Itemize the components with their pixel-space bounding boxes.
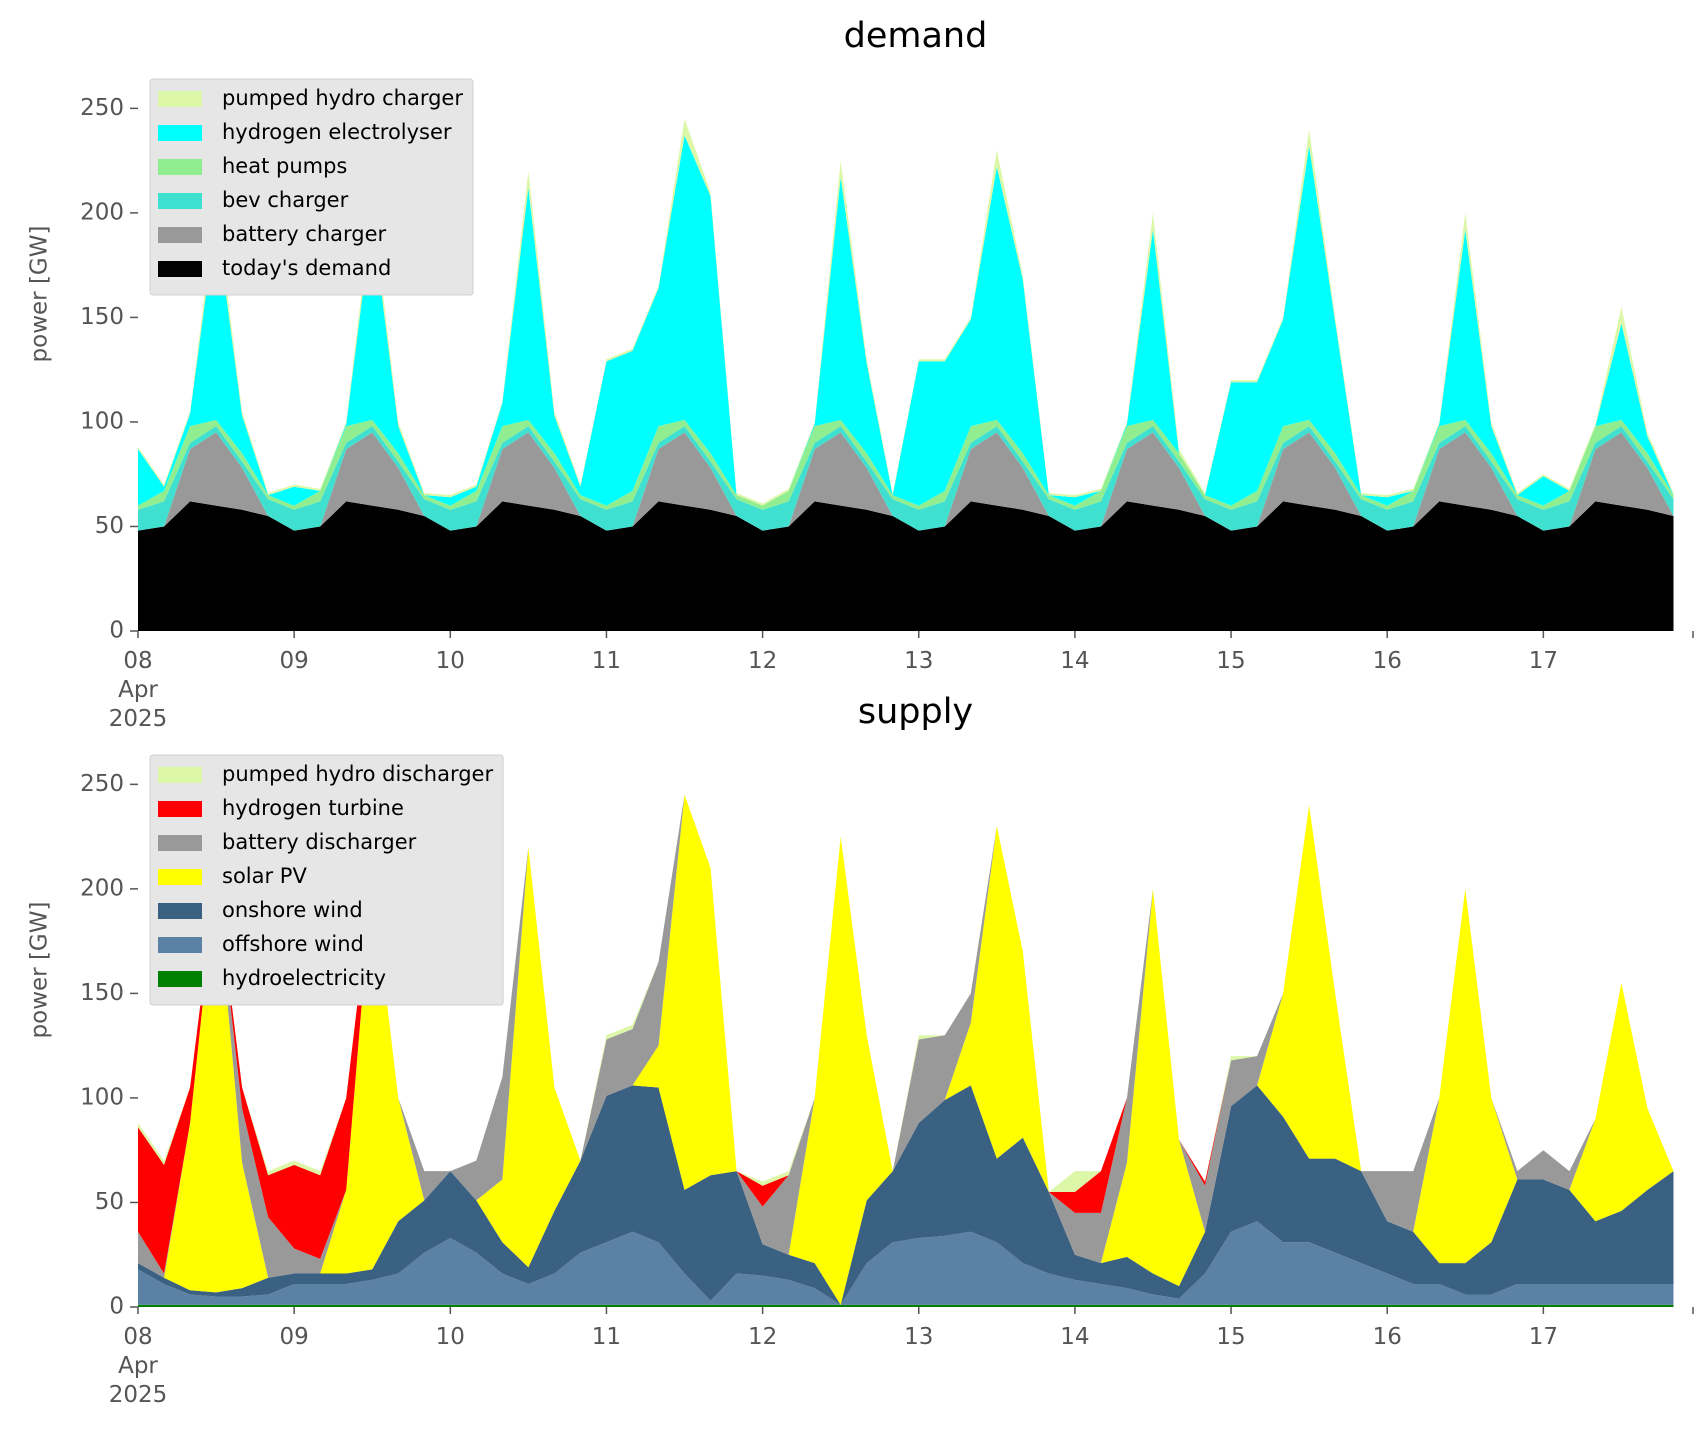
y-tick-label: 100	[80, 1084, 124, 1110]
x-tick-label: 12	[748, 1324, 777, 1350]
legend-box	[149, 754, 504, 1006]
legend-swatch	[158, 227, 202, 243]
legend-swatch	[158, 767, 202, 783]
x-tick-label: 09	[280, 1324, 309, 1350]
area	[138, 432, 1674, 531]
x-tick-label: 14	[1060, 1324, 1089, 1350]
x-tick-label: 16	[1373, 648, 1402, 674]
legend-swatch	[158, 835, 202, 851]
legend-label: onshore wind	[222, 898, 363, 922]
legend-label: hydroelectricity	[222, 966, 386, 990]
legend-label: hydrogen electrolyser	[222, 120, 452, 144]
legend-label: battery discharger	[222, 830, 417, 854]
legend: pumped hydro charger hydrogen electrolyse…	[149, 78, 474, 296]
area	[138, 794, 1674, 1305]
legend-label: heat pumps	[222, 154, 347, 178]
x-tick-label: 17	[1529, 1324, 1558, 1350]
area	[138, 1304, 1674, 1307]
legend-swatch	[158, 801, 202, 817]
x-tick-label: 10	[436, 648, 465, 674]
y-tick-label: 150	[80, 980, 124, 1006]
area	[138, 1085, 1674, 1305]
x-tick-label: 17	[1529, 648, 1558, 674]
y-axis-label: power [GW]	[27, 902, 53, 1039]
legend-swatch	[158, 91, 202, 107]
x-tick-label: 15	[1216, 1324, 1245, 1350]
y-tick-label: 200	[80, 199, 124, 225]
legend-swatch	[158, 903, 202, 919]
legend-label: bev charger	[222, 188, 349, 212]
y-tick-label: 200	[80, 875, 124, 901]
legend: pumped hydro discharger hydrogen turbine b…	[149, 754, 504, 1006]
x-tick-label: 14	[1060, 648, 1089, 674]
legend-swatch	[158, 193, 202, 209]
area	[138, 1221, 1674, 1305]
y-axis-label: power [GW]	[27, 226, 53, 363]
y-tick-label: 0	[109, 618, 124, 644]
x-tick-label: 09	[280, 648, 309, 674]
legend-swatch	[158, 159, 202, 175]
y-tick-label: 250	[80, 771, 124, 797]
legend-label: pumped hydro discharger	[222, 762, 493, 786]
area	[138, 794, 1674, 1278]
x-tick-label: 12	[748, 648, 777, 674]
area	[138, 135, 1674, 506]
legend-swatch	[158, 971, 202, 987]
legend-label: today's demand	[222, 256, 391, 280]
legend-swatch	[158, 869, 202, 885]
x-tick-label: 13	[904, 1324, 933, 1350]
area	[138, 501, 1674, 631]
x-tick-label: 08 Apr 2025	[109, 1324, 168, 1408]
x-tick-label: 08 Apr 2025	[109, 648, 168, 732]
x-tick-label: 13	[904, 648, 933, 674]
y-tick-label: 100	[80, 408, 124, 434]
y-tick-label: 50	[95, 513, 124, 539]
legend-label: hydrogen turbine	[222, 796, 404, 820]
x-tick-label: 11	[592, 1324, 621, 1350]
x-tick-label: 11	[592, 648, 621, 674]
legend-label: offshore wind	[222, 932, 364, 956]
area	[138, 794, 1674, 1274]
area	[138, 426, 1674, 531]
x-tick-label: 16	[1373, 1324, 1402, 1350]
y-tick-label: 150	[80, 304, 124, 330]
chart-title: demand	[844, 16, 988, 56]
legend-swatch	[158, 125, 202, 141]
legend-swatch	[158, 937, 202, 953]
x-tick-label: 10	[436, 1324, 465, 1350]
chart-title: supply	[858, 692, 973, 732]
y-tick-label: 250	[80, 95, 124, 121]
y-tick-label: 0	[109, 1294, 124, 1320]
x-tick-label: 15	[1216, 648, 1245, 674]
y-tick-label: 50	[95, 1189, 124, 1215]
legend-box	[149, 78, 474, 296]
legend-label: pumped hydro charger	[222, 86, 463, 110]
legend-label: battery charger	[222, 222, 387, 246]
legend-swatch	[158, 261, 202, 277]
legend-label: solar PV	[222, 864, 307, 888]
